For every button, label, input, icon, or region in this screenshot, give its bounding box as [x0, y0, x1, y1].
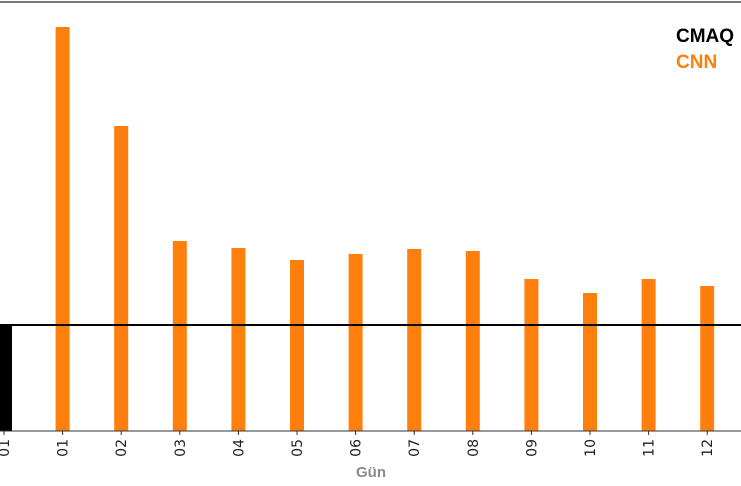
bar-cnn-01 — [55, 27, 70, 431]
x-tick-label: 01 — [56, 439, 72, 457]
legend-cnn: CNN — [676, 52, 718, 73]
x-axis-label: Gün — [356, 464, 386, 481]
x-tick-label: 01 — [0, 439, 13, 457]
legend-cmaq: CMAQ — [676, 26, 735, 47]
bar-cnn-08 — [465, 251, 480, 431]
bar-cnn-05 — [290, 260, 304, 431]
bar-cnn-09 — [524, 279, 539, 431]
bar-cnn-11 — [641, 279, 656, 431]
bar-cnn-07 — [407, 249, 422, 431]
bar-cnn-02 — [114, 126, 129, 431]
x-tick-label: 04 — [231, 439, 247, 457]
legend: CMAQ CNN — [676, 24, 734, 76]
x-tick-label: 10 — [583, 439, 599, 457]
bar-cnn-04 — [231, 248, 246, 431]
x-tick-label: 08 — [466, 439, 482, 457]
x-tick-label: 06 — [349, 439, 365, 457]
x-tick-label: 05 — [290, 439, 306, 457]
bar-cnn-06 — [348, 254, 363, 431]
bar-cmaq-01 — [0, 324, 12, 431]
x-tick-label: 09 — [524, 439, 540, 457]
x-tick-label: 02 — [114, 439, 130, 457]
x-tick-label: 12 — [700, 439, 716, 457]
x-tick-label: 07 — [407, 439, 423, 457]
bar-cnn-10 — [583, 293, 597, 431]
bar-cnn-12 — [700, 286, 715, 431]
x-tick-label: 03 — [173, 439, 189, 457]
x-tick-label: 11 — [642, 439, 658, 457]
bar-cnn-03 — [172, 241, 187, 431]
